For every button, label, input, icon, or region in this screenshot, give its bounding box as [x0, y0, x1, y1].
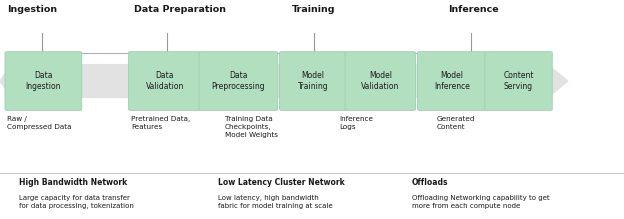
Text: Inference
Logs: Inference Logs — [339, 116, 373, 130]
Text: High Bandwidth Network: High Bandwidth Network — [19, 178, 127, 187]
Text: Model
Training: Model Training — [298, 71, 329, 91]
Text: Low latency, high bandwidth
fabric for model training at scale: Low latency, high bandwidth fabric for m… — [218, 195, 333, 209]
Polygon shape — [0, 65, 568, 97]
Text: Training Data
Checkpoints,
Model Weights: Training Data Checkpoints, Model Weights — [225, 116, 278, 138]
Text: Model
Validation: Model Validation — [361, 71, 399, 91]
FancyBboxPatch shape — [5, 52, 82, 110]
FancyBboxPatch shape — [280, 52, 347, 110]
Text: Raw /
Compressed Data: Raw / Compressed Data — [7, 116, 72, 130]
Text: Data
Validation: Data Validation — [145, 71, 184, 91]
Text: Training: Training — [292, 5, 336, 14]
FancyBboxPatch shape — [417, 52, 487, 110]
Text: Offloads: Offloads — [412, 178, 448, 187]
FancyBboxPatch shape — [199, 52, 278, 110]
FancyBboxPatch shape — [129, 52, 201, 110]
Text: Model
Inference: Model Inference — [434, 71, 470, 91]
FancyBboxPatch shape — [345, 52, 416, 110]
Text: Offloading Networking capability to get
more from each compute node: Offloading Networking capability to get … — [412, 195, 550, 209]
Text: Large capacity for data transfer
for data processing, tokenization: Large capacity for data transfer for dat… — [19, 195, 134, 209]
Text: Data
Ingestion: Data Ingestion — [26, 71, 61, 91]
Text: Data Preparation: Data Preparation — [134, 5, 226, 14]
Text: Generated
Content: Generated Content — [437, 116, 475, 130]
Text: Low Latency Cluster Network: Low Latency Cluster Network — [218, 178, 345, 187]
Text: Pretrained Data,
Features: Pretrained Data, Features — [131, 116, 190, 130]
Text: Ingestion: Ingestion — [7, 5, 57, 14]
Text: Data
Preprocessing: Data Preprocessing — [212, 71, 265, 91]
FancyBboxPatch shape — [485, 52, 552, 110]
Text: Inference: Inference — [448, 5, 499, 14]
Text: Content
Serving: Content Serving — [504, 71, 534, 91]
